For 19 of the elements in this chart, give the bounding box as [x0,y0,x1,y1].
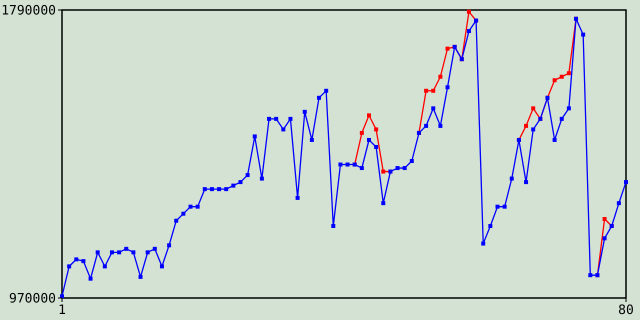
point [466,10,471,14]
point [431,88,436,93]
point [531,106,536,110]
point [446,46,450,51]
point [374,127,378,132]
x-tick-label: 1 [58,303,66,318]
point [366,113,371,118]
point [360,130,364,135]
point [560,74,564,79]
y-tick-label: 1790000 [1,4,56,19]
point [552,78,557,82]
point [602,216,607,221]
y-tick-label: 970000 [9,292,56,307]
x-tick-label: 80 [618,303,634,318]
point [438,74,442,79]
point [381,170,386,174]
point [566,71,571,76]
point [424,88,428,93]
point [524,124,528,128]
